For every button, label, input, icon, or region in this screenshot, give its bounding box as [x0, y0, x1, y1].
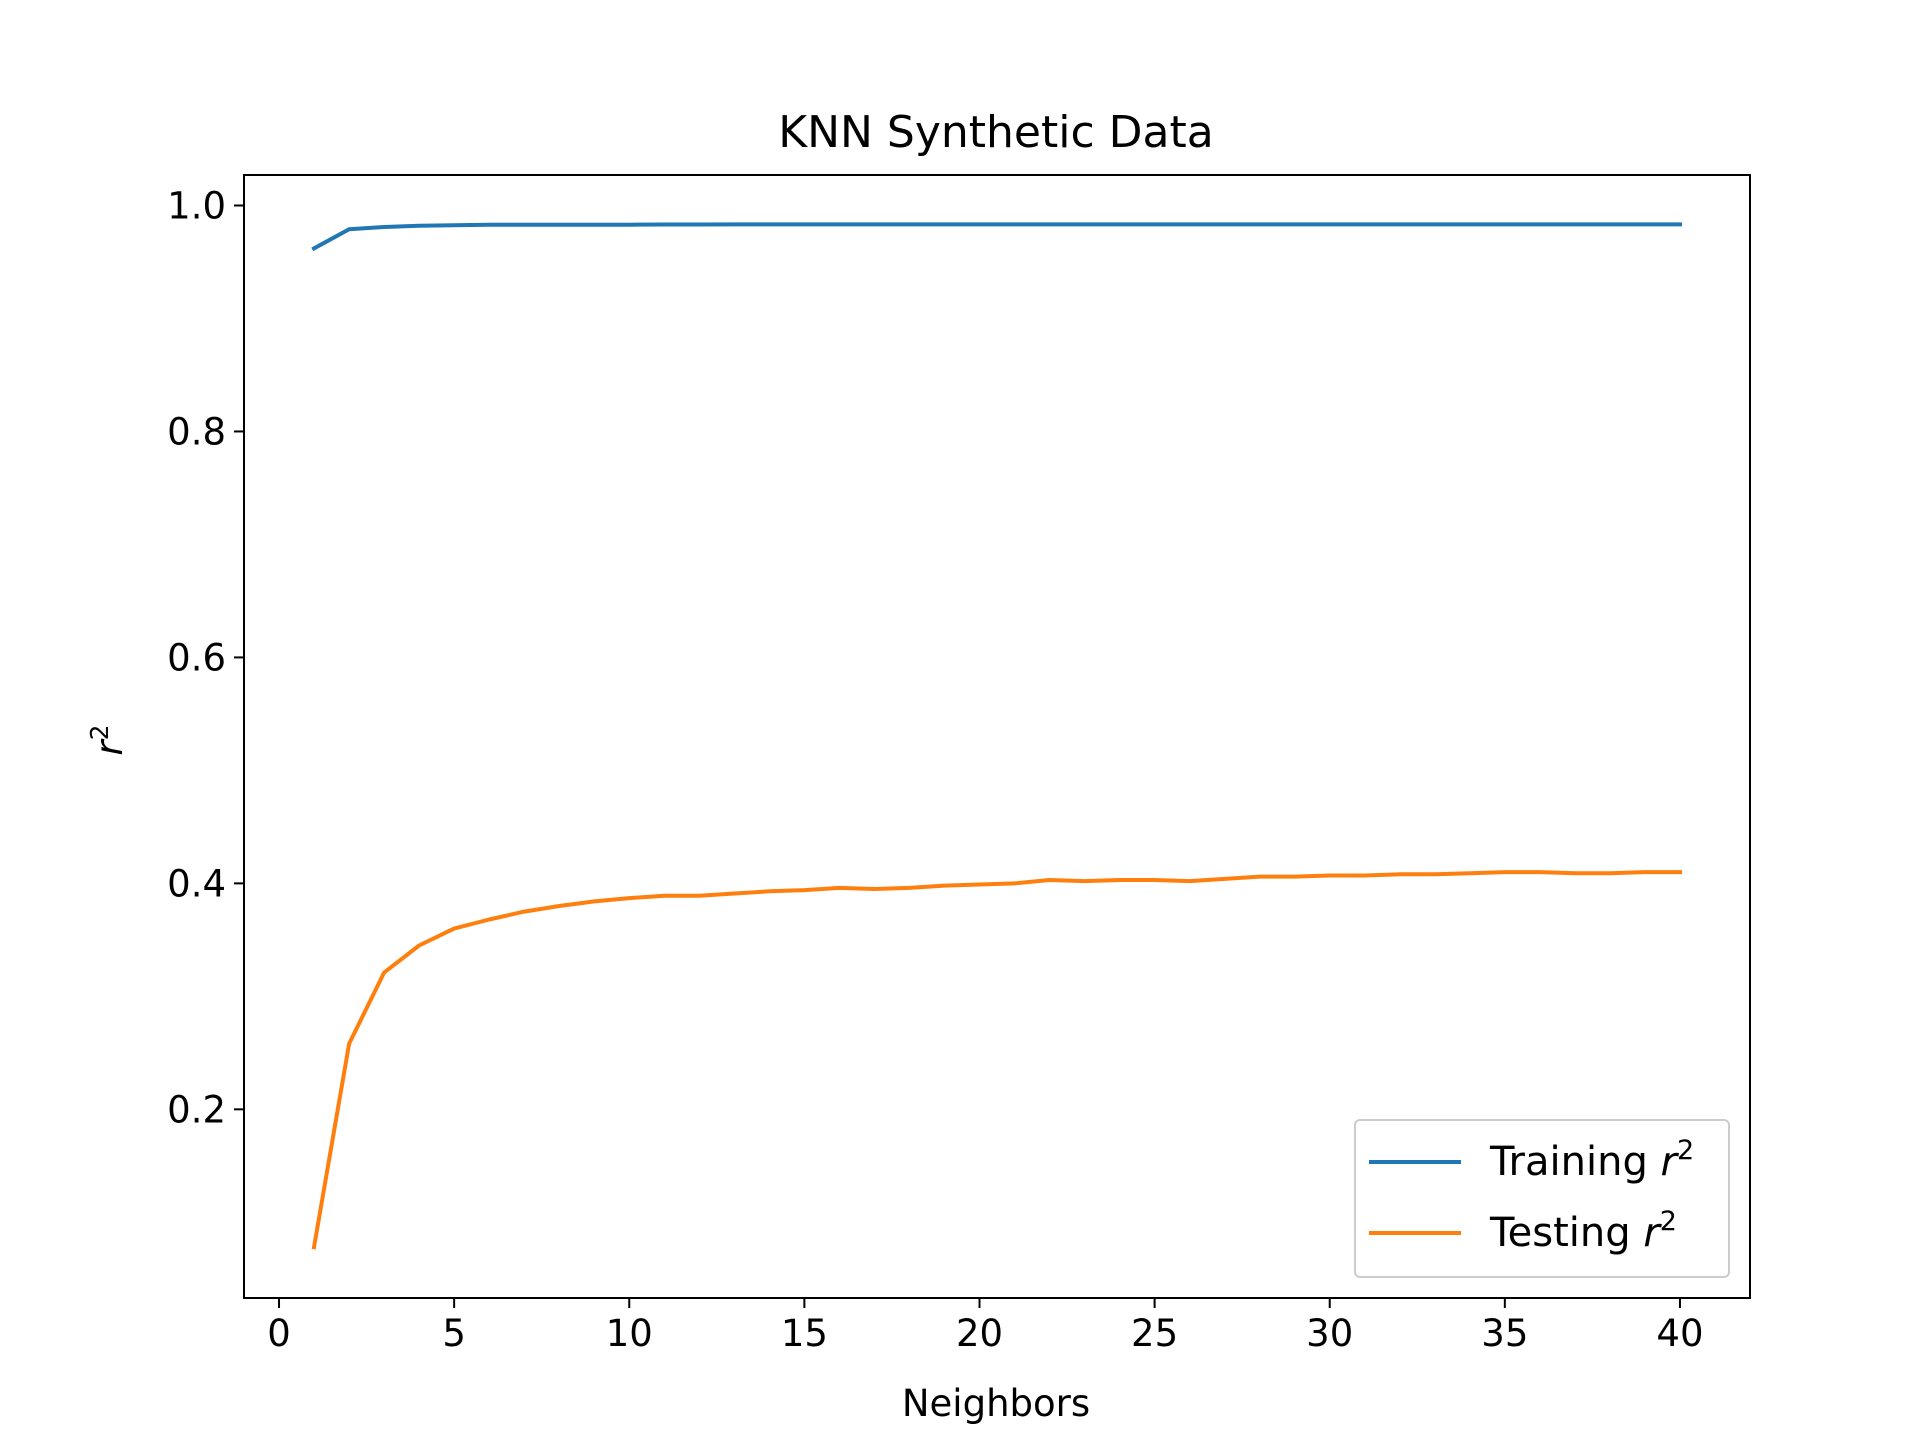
y-axis-label-variable: r — [88, 738, 131, 756]
legend-box — [1354, 1119, 1730, 1278]
y-axis-label-exponent: 2 — [85, 724, 114, 740]
y-tick-label: 0.6 — [167, 636, 226, 679]
legend-label-testing: Testing r2 — [1489, 1206, 1677, 1256]
legend: Training r2 Testing r2 — [1354, 1119, 1730, 1278]
x-axis-ticks: 0 5 10 15 20 25 30 35 40 — [267, 1298, 1704, 1355]
legend-label-testing-text: Testing — [1489, 1210, 1643, 1256]
x-tick-label: 0 — [267, 1312, 291, 1355]
x-tick-label: 15 — [781, 1312, 828, 1355]
x-axis-label: Neighbors — [902, 1382, 1090, 1425]
y-tick-label: 1.0 — [167, 185, 226, 228]
legend-label-training-text: Training — [1489, 1139, 1661, 1185]
x-tick-label: 40 — [1656, 1312, 1703, 1355]
plot-frame — [243, 174, 1751, 1299]
y-tick-label: 0.4 — [167, 862, 226, 905]
y-axis-label: r2 — [85, 724, 131, 755]
chart-title: KNN Synthetic Data — [778, 107, 1213, 158]
x-tick-label: 20 — [956, 1312, 1003, 1355]
x-tick-label: 35 — [1481, 1312, 1528, 1355]
plot-lines — [311, 222, 1682, 1250]
y-tick-label: 0.2 — [167, 1088, 226, 1131]
x-tick-label: 5 — [442, 1312, 466, 1355]
testing-line — [311, 870, 1682, 1250]
legend-label-training: Training r2 — [1489, 1135, 1694, 1185]
x-tick-label: 30 — [1306, 1312, 1353, 1355]
x-tick-label: 25 — [1131, 1312, 1178, 1355]
legend-label-testing-exponent: 2 — [1660, 1206, 1677, 1237]
legend-label-training-variable: r — [1661, 1139, 1680, 1185]
y-axis-ticks: 0.2 0.4 0.6 0.8 1.0 — [167, 185, 244, 1131]
legend-label-testing-variable: r — [1643, 1210, 1662, 1256]
legend-label-training-exponent: 2 — [1677, 1135, 1694, 1166]
y-tick-label: 0.8 — [167, 410, 226, 453]
training-line — [311, 222, 1682, 252]
x-tick-label: 10 — [606, 1312, 653, 1355]
